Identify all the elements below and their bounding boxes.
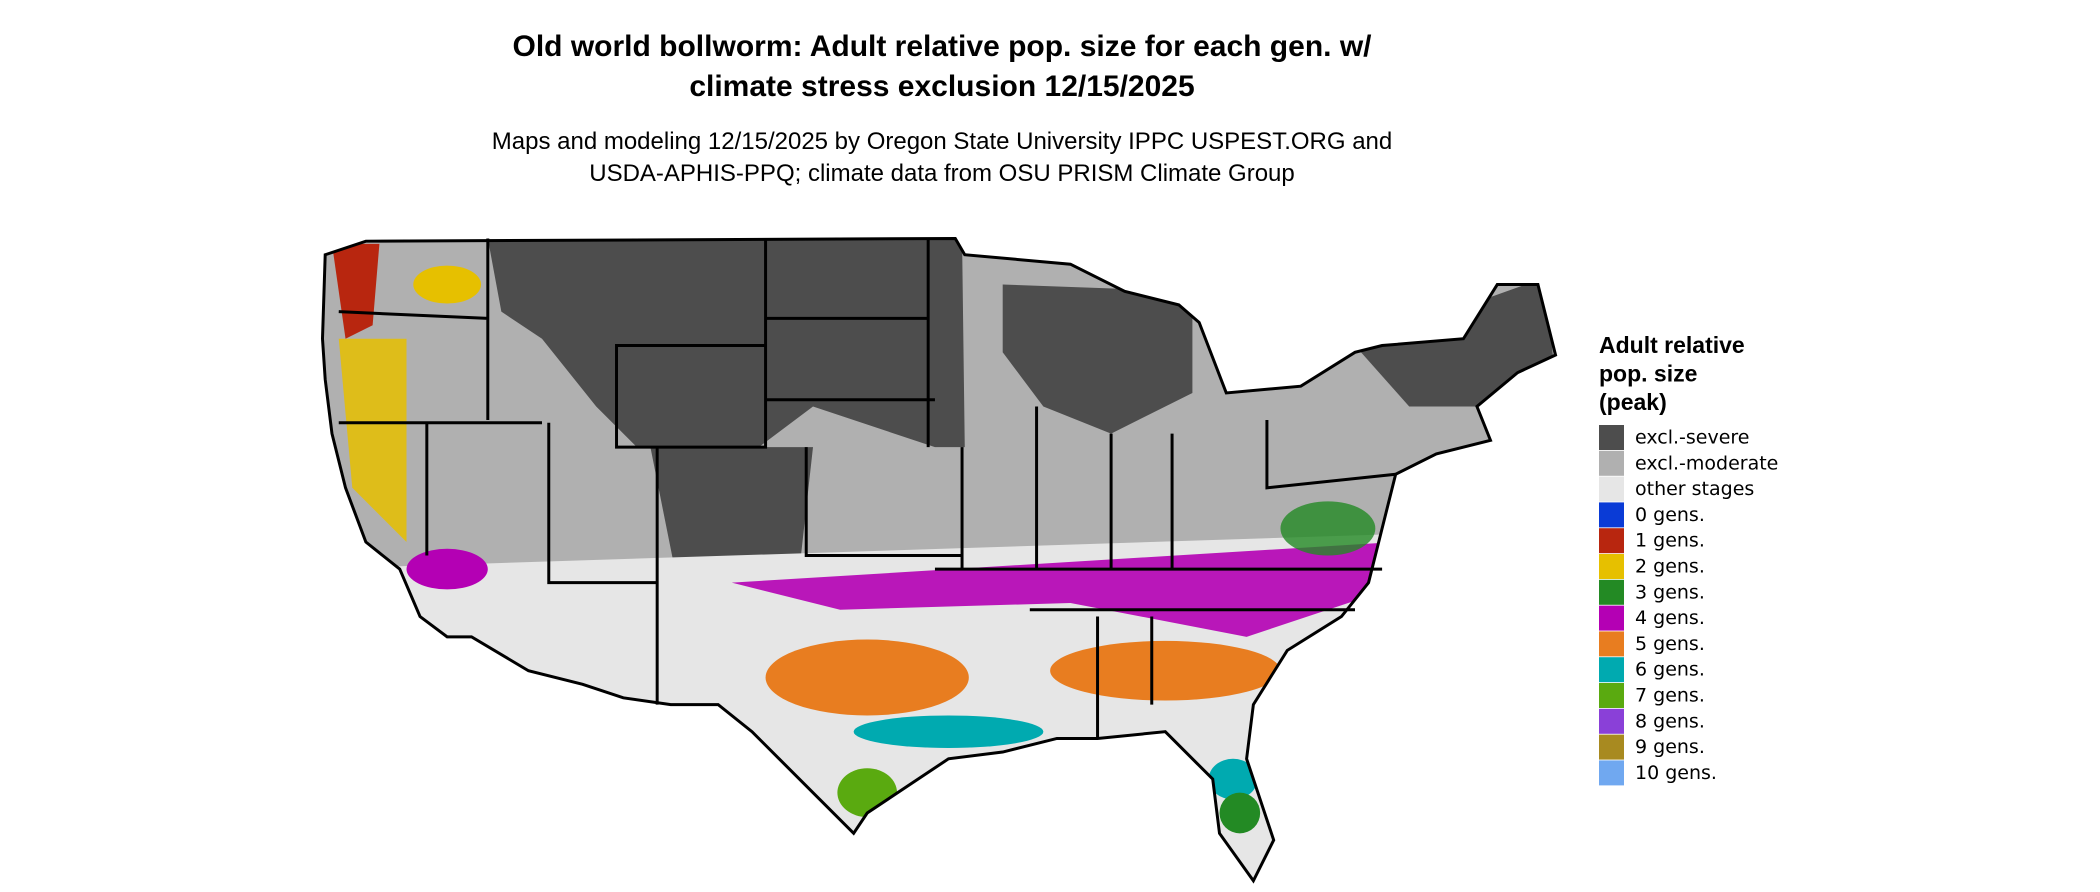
legend-swatch <box>1599 631 1624 657</box>
legend-label: 9 gens. <box>1635 736 1705 758</box>
legend-title: pop. size <box>1599 361 1697 387</box>
legend-label: 6 gens. <box>1635 659 1705 681</box>
header: Old world bollworm: Adult relative pop. … <box>492 30 1392 187</box>
legend-title: (peak) <box>1599 389 1667 415</box>
legend-label: 0 gens. <box>1635 504 1705 526</box>
map <box>320 236 1558 883</box>
legend-swatch <box>1599 657 1624 683</box>
subtitle: USDA-APHIS-PPQ; climate data from OSU PR… <box>589 160 1295 187</box>
legend-swatch <box>1599 605 1624 631</box>
legend-swatch <box>1599 683 1624 708</box>
legend-swatch <box>1599 760 1624 786</box>
legend: Adult relative pop. size(peak) excl.-sever… <box>1599 332 1778 786</box>
legend-label: 2 gens. <box>1635 556 1705 578</box>
legend-label: 3 gens. <box>1635 581 1705 603</box>
legend-swatch <box>1599 708 1624 734</box>
legend-swatch <box>1599 476 1624 502</box>
legend-swatch <box>1599 734 1624 760</box>
legend-swatch <box>1599 450 1624 476</box>
legend-label: 5 gens. <box>1635 633 1705 655</box>
state-borders <box>338 238 1396 739</box>
legend-label: 10 gens. <box>1635 762 1717 784</box>
title: Old world bollworm: Adult relative pop. … <box>513 30 1373 63</box>
legend-title: Adult relative <box>1599 332 1745 358</box>
legend-swatch <box>1599 528 1624 554</box>
legend-swatch <box>1599 579 1624 605</box>
title: climate stress exclusion 12/15/2025 <box>689 70 1194 103</box>
legend-label: 7 gens. <box>1635 685 1705 707</box>
legend-label: 8 gens. <box>1635 710 1705 732</box>
legend-label: 4 gens. <box>1635 607 1705 629</box>
legend-swatch <box>1599 502 1624 528</box>
legend-label: excl.-severe <box>1635 427 1750 449</box>
legend-swatch <box>1599 554 1624 579</box>
legend-label: 1 gens. <box>1635 530 1705 552</box>
legend-label: excl.-moderate <box>1635 452 1778 474</box>
legend-swatch <box>1599 425 1624 450</box>
subtitle: Maps and modeling 12/15/2025 by Oregon S… <box>492 128 1392 155</box>
legend-label: other stages <box>1635 478 1754 500</box>
